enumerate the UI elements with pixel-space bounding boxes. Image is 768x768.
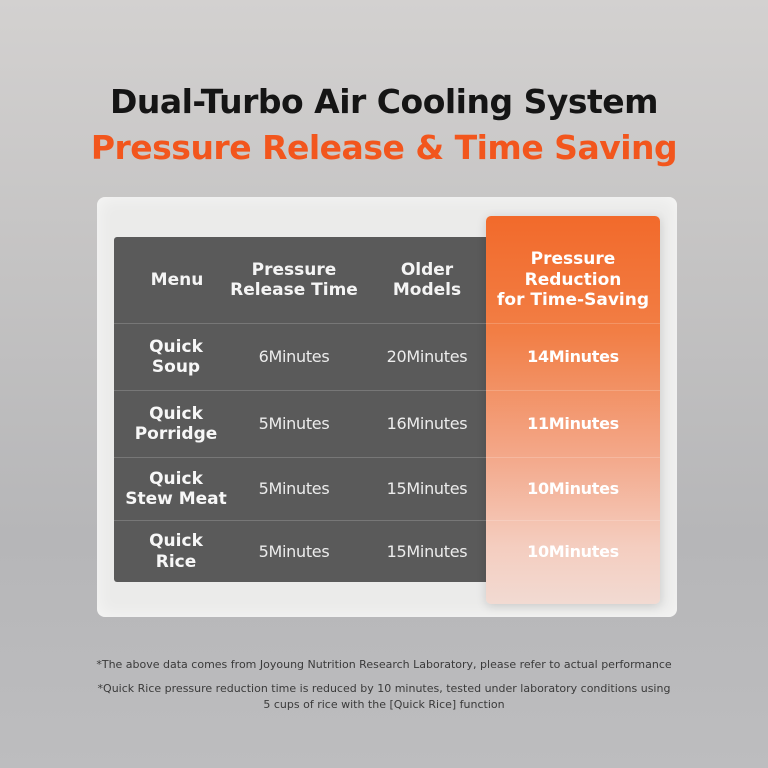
- time-saving-value: 10Minutes: [527, 479, 619, 499]
- older-models-value: 15Minutes: [386, 479, 468, 499]
- menu-line2: Soup: [151, 357, 201, 377]
- older-models-value: 15Minutes: [386, 541, 468, 561]
- menu-line1: Quick: [149, 336, 203, 357]
- row-divider: [114, 323, 660, 324]
- menu-line2: Porridge: [134, 424, 218, 444]
- release-time-value: 5Minutes: [258, 541, 330, 561]
- table-row-menu: Quick Rice: [114, 521, 238, 582]
- footnote-quick-rice-line2: 5 cups of rice with the [Quick Rice] fun…: [263, 698, 505, 711]
- table-row-menu: Quick Soup: [114, 324, 238, 390]
- time-saving-value: 14Minutes: [527, 347, 619, 367]
- header-release-line1: Pressure: [251, 259, 337, 280]
- headline-subtitle: Pressure Release & Time Saving: [90, 128, 678, 167]
- table-row-menu: Quick Porridge: [114, 391, 238, 457]
- row-divider: [114, 520, 660, 521]
- header-saving-line2: Reduction: [524, 269, 622, 290]
- time-saving-highlight-column: [486, 216, 660, 604]
- header-time-saving: Pressure Reduction for Time-Saving: [486, 237, 660, 323]
- menu-line2: Rice: [155, 551, 197, 572]
- header-older-line1: Older: [400, 259, 454, 280]
- header-release-line2: Release Time: [230, 280, 358, 300]
- menu-line1: Quick: [149, 403, 203, 424]
- release-time-value: 6Minutes: [258, 347, 330, 367]
- header-saving-line3: for Time-Saving: [497, 290, 649, 311]
- header-pressure-release-time: Pressure Release Time: [228, 237, 360, 323]
- header-older-models: Older Models: [366, 237, 488, 323]
- header-menu-label: Menu: [150, 269, 204, 290]
- footnote-quick-rice-line1: *Quick Rice pressure reduction time is r…: [97, 682, 671, 695]
- older-models-value: 16Minutes: [386, 414, 468, 434]
- release-time-value: 5Minutes: [258, 479, 330, 499]
- headline-title: Dual-Turbo Air Cooling System: [109, 82, 659, 121]
- header-menu: Menu: [114, 237, 240, 323]
- time-saving-value: 11Minutes: [527, 414, 619, 434]
- row-divider: [114, 457, 660, 458]
- menu-line2: Stew Meat: [125, 489, 227, 509]
- older-models-value: 20Minutes: [386, 347, 468, 367]
- time-saving-value: 10Minutes: [527, 541, 619, 561]
- table-row-menu: Quick Stew Meat: [114, 458, 238, 520]
- footnote-data-source: *The above data comes from Joyoung Nutri…: [96, 658, 672, 671]
- menu-line1: Quick: [149, 531, 203, 552]
- menu-line1: Quick: [149, 468, 203, 489]
- header-older-line2: Models: [392, 280, 462, 300]
- row-divider: [114, 390, 660, 391]
- header-saving-line1: Pressure: [530, 249, 616, 270]
- release-time-value: 5Minutes: [258, 414, 330, 434]
